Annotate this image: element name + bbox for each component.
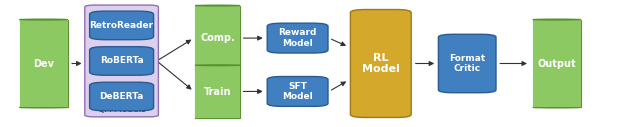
Text: SFT
Model: SFT Model [282,82,313,101]
FancyBboxPatch shape [438,34,496,93]
Ellipse shape [195,117,240,118]
Ellipse shape [195,70,240,71]
Text: Output: Output [538,59,576,69]
Text: Comp.: Comp. [200,33,235,43]
Polygon shape [20,20,68,107]
Text: DeBERTa: DeBERTa [99,92,144,101]
Bar [195,65,240,118]
FancyBboxPatch shape [268,76,328,106]
Bar [195,6,240,71]
Bar [20,20,68,107]
Text: RetroReader: RetroReader [90,21,154,30]
Ellipse shape [20,107,68,108]
Text: RL
Model: RL Model [362,53,399,74]
Text: QA Models: QA Models [98,105,145,114]
FancyBboxPatch shape [351,10,412,117]
FancyBboxPatch shape [90,47,154,75]
Polygon shape [195,6,240,71]
Bar [195,6,240,71]
Ellipse shape [195,5,240,6]
Text: Format
Critic: Format Critic [449,54,485,73]
Bar [532,20,581,107]
Text: RoBERTa: RoBERTa [100,57,143,65]
FancyBboxPatch shape [268,23,328,53]
Ellipse shape [195,65,240,66]
Ellipse shape [532,19,581,20]
Polygon shape [195,65,240,118]
Bar [20,20,68,107]
Text: Dev: Dev [33,59,54,69]
Bar [195,65,240,118]
Bar [532,20,581,107]
FancyBboxPatch shape [85,5,159,117]
Text: Train: Train [204,87,231,97]
FancyBboxPatch shape [90,82,154,111]
Polygon shape [532,20,581,107]
Ellipse shape [532,107,581,108]
Text: Reward
Model: Reward Model [278,28,317,48]
Ellipse shape [20,19,68,20]
FancyBboxPatch shape [90,11,154,40]
